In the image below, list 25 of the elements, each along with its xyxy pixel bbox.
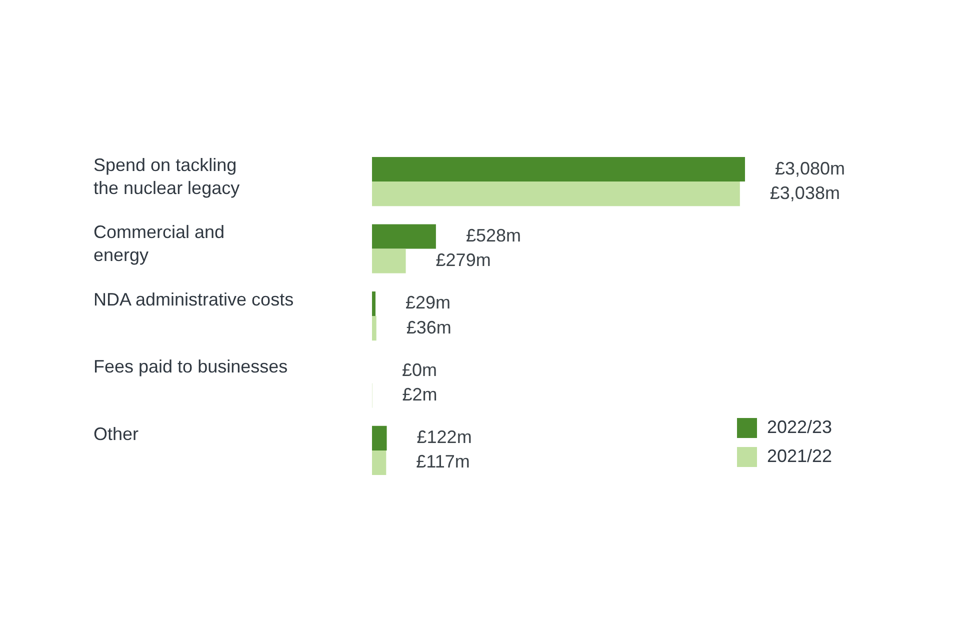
bar xyxy=(372,291,376,316)
data-label: £122m xyxy=(416,427,472,448)
y-tick-label: NDA administrative costs xyxy=(94,289,294,310)
bar xyxy=(372,426,387,450)
data-label: £3,080m xyxy=(775,158,846,178)
data-label: £3,038m xyxy=(770,182,840,203)
data-label: £2m xyxy=(402,384,438,404)
data-label: £279m xyxy=(436,250,491,270)
bar xyxy=(372,157,745,182)
data-label: £36m xyxy=(406,317,452,338)
bar xyxy=(372,182,740,206)
data-label: £0m xyxy=(402,360,438,380)
data-label: £528m xyxy=(466,226,521,246)
y-tick-label: Other xyxy=(94,424,139,444)
bar xyxy=(372,248,406,274)
bar xyxy=(372,316,376,341)
data-label: £117m xyxy=(416,452,470,472)
bar xyxy=(372,450,386,475)
y-tick-label: Commercial and energy xyxy=(94,222,225,266)
bar xyxy=(372,224,436,249)
legend-label: 2022/23 xyxy=(767,417,832,437)
y-tick-label: Fees paid to businesses xyxy=(94,356,288,377)
legend-label: 2021/22 xyxy=(767,446,832,466)
y-tick-label: Spend on tackling the nuclear legacy xyxy=(94,155,240,198)
data-label: £29m xyxy=(406,292,451,313)
